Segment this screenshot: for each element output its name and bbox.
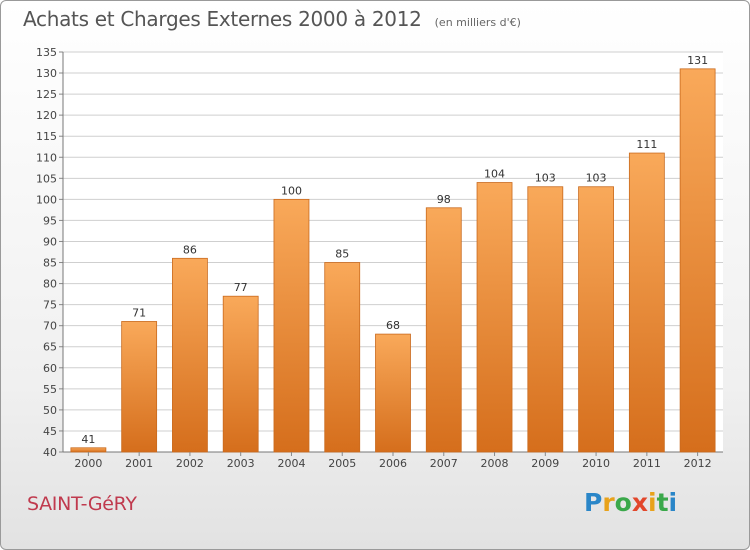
y-tick-label: 65 [43, 341, 57, 354]
y-tick-label: 80 [43, 278, 57, 291]
title-row: Achats et Charges Externes 2000 à 2012 (… [23, 7, 521, 31]
x-tick-label-2001: 2001 [125, 457, 153, 470]
y-tick-label: 45 [43, 425, 57, 438]
y-tick-label: 60 [43, 362, 57, 375]
bar-2006 [375, 333, 411, 453]
y-tick-label: 90 [43, 235, 57, 248]
bar-2004 [273, 198, 310, 453]
data-label-2011: 111 [636, 138, 657, 151]
x-tick-label-2006: 2006 [379, 457, 407, 470]
y-tick-label: 125 [36, 88, 57, 101]
x-tick-label-2007: 2007 [430, 457, 458, 470]
y-tick-label: 95 [43, 214, 57, 227]
proxiti-logo: Proxiti [584, 488, 678, 517]
bar-2012 [679, 68, 716, 453]
bar-2007 [425, 207, 462, 453]
bar-2011 [628, 152, 665, 453]
data-label-2009: 103 [535, 172, 556, 185]
x-tick-label-2012: 2012 [684, 457, 712, 470]
y-tick-label: 105 [36, 172, 57, 185]
y-tick-label: 130 [36, 67, 57, 80]
bar-2002 [172, 257, 208, 453]
bar-2009 [527, 186, 564, 453]
y-tick-label: 55 [43, 383, 57, 396]
bar-2003 [222, 295, 259, 453]
data-label-2008: 104 [484, 168, 505, 181]
y-tick-label: 115 [36, 130, 57, 143]
chart-title: Achats et Charges Externes 2000 à 2012 [23, 7, 422, 31]
x-tick-label-2005: 2005 [328, 457, 356, 470]
bar-2008 [476, 182, 513, 453]
city-name: SAINT-GéRY [27, 493, 137, 515]
y-tick-label: 40 [43, 446, 57, 459]
x-tick-label-2009: 2009 [531, 457, 559, 470]
y-tick-label: 85 [43, 257, 57, 270]
data-label-2006: 68 [386, 319, 400, 332]
y-tick-label: 70 [43, 320, 57, 333]
data-label-2005: 85 [335, 248, 349, 261]
y-tick-label: 50 [43, 404, 57, 417]
y-tick-label: 110 [36, 151, 57, 164]
bar-2000 [70, 447, 107, 453]
data-label-2003: 77 [234, 281, 248, 294]
data-label-2001: 71 [132, 306, 146, 319]
data-label-2004: 100 [281, 184, 302, 197]
bar-2005 [324, 262, 361, 453]
data-label-2000: 41 [81, 433, 95, 446]
y-tick-label: 75 [43, 299, 57, 312]
data-label-2012: 131 [687, 54, 708, 67]
x-tick-label-2004: 2004 [277, 457, 305, 470]
data-label-2010: 103 [586, 172, 607, 185]
x-tick-label-2008: 2008 [481, 457, 509, 470]
x-tick-label-2010: 2010 [582, 457, 610, 470]
y-tick-label: 135 [36, 46, 57, 59]
data-label-2007: 98 [437, 193, 451, 206]
x-tick-label-2002: 2002 [176, 457, 204, 470]
chart-subtitle: (en milliers d'€) [434, 16, 521, 29]
bar-2010 [578, 186, 614, 453]
x-tick-label-2003: 2003 [227, 457, 255, 470]
y-tick-label: 120 [36, 109, 57, 122]
data-label-2002: 86 [183, 243, 197, 256]
x-tick-label-2000: 2000 [74, 457, 102, 470]
bar-2001 [121, 321, 158, 453]
x-tick-label-2011: 2011 [633, 457, 661, 470]
y-tick-label: 100 [36, 193, 57, 206]
